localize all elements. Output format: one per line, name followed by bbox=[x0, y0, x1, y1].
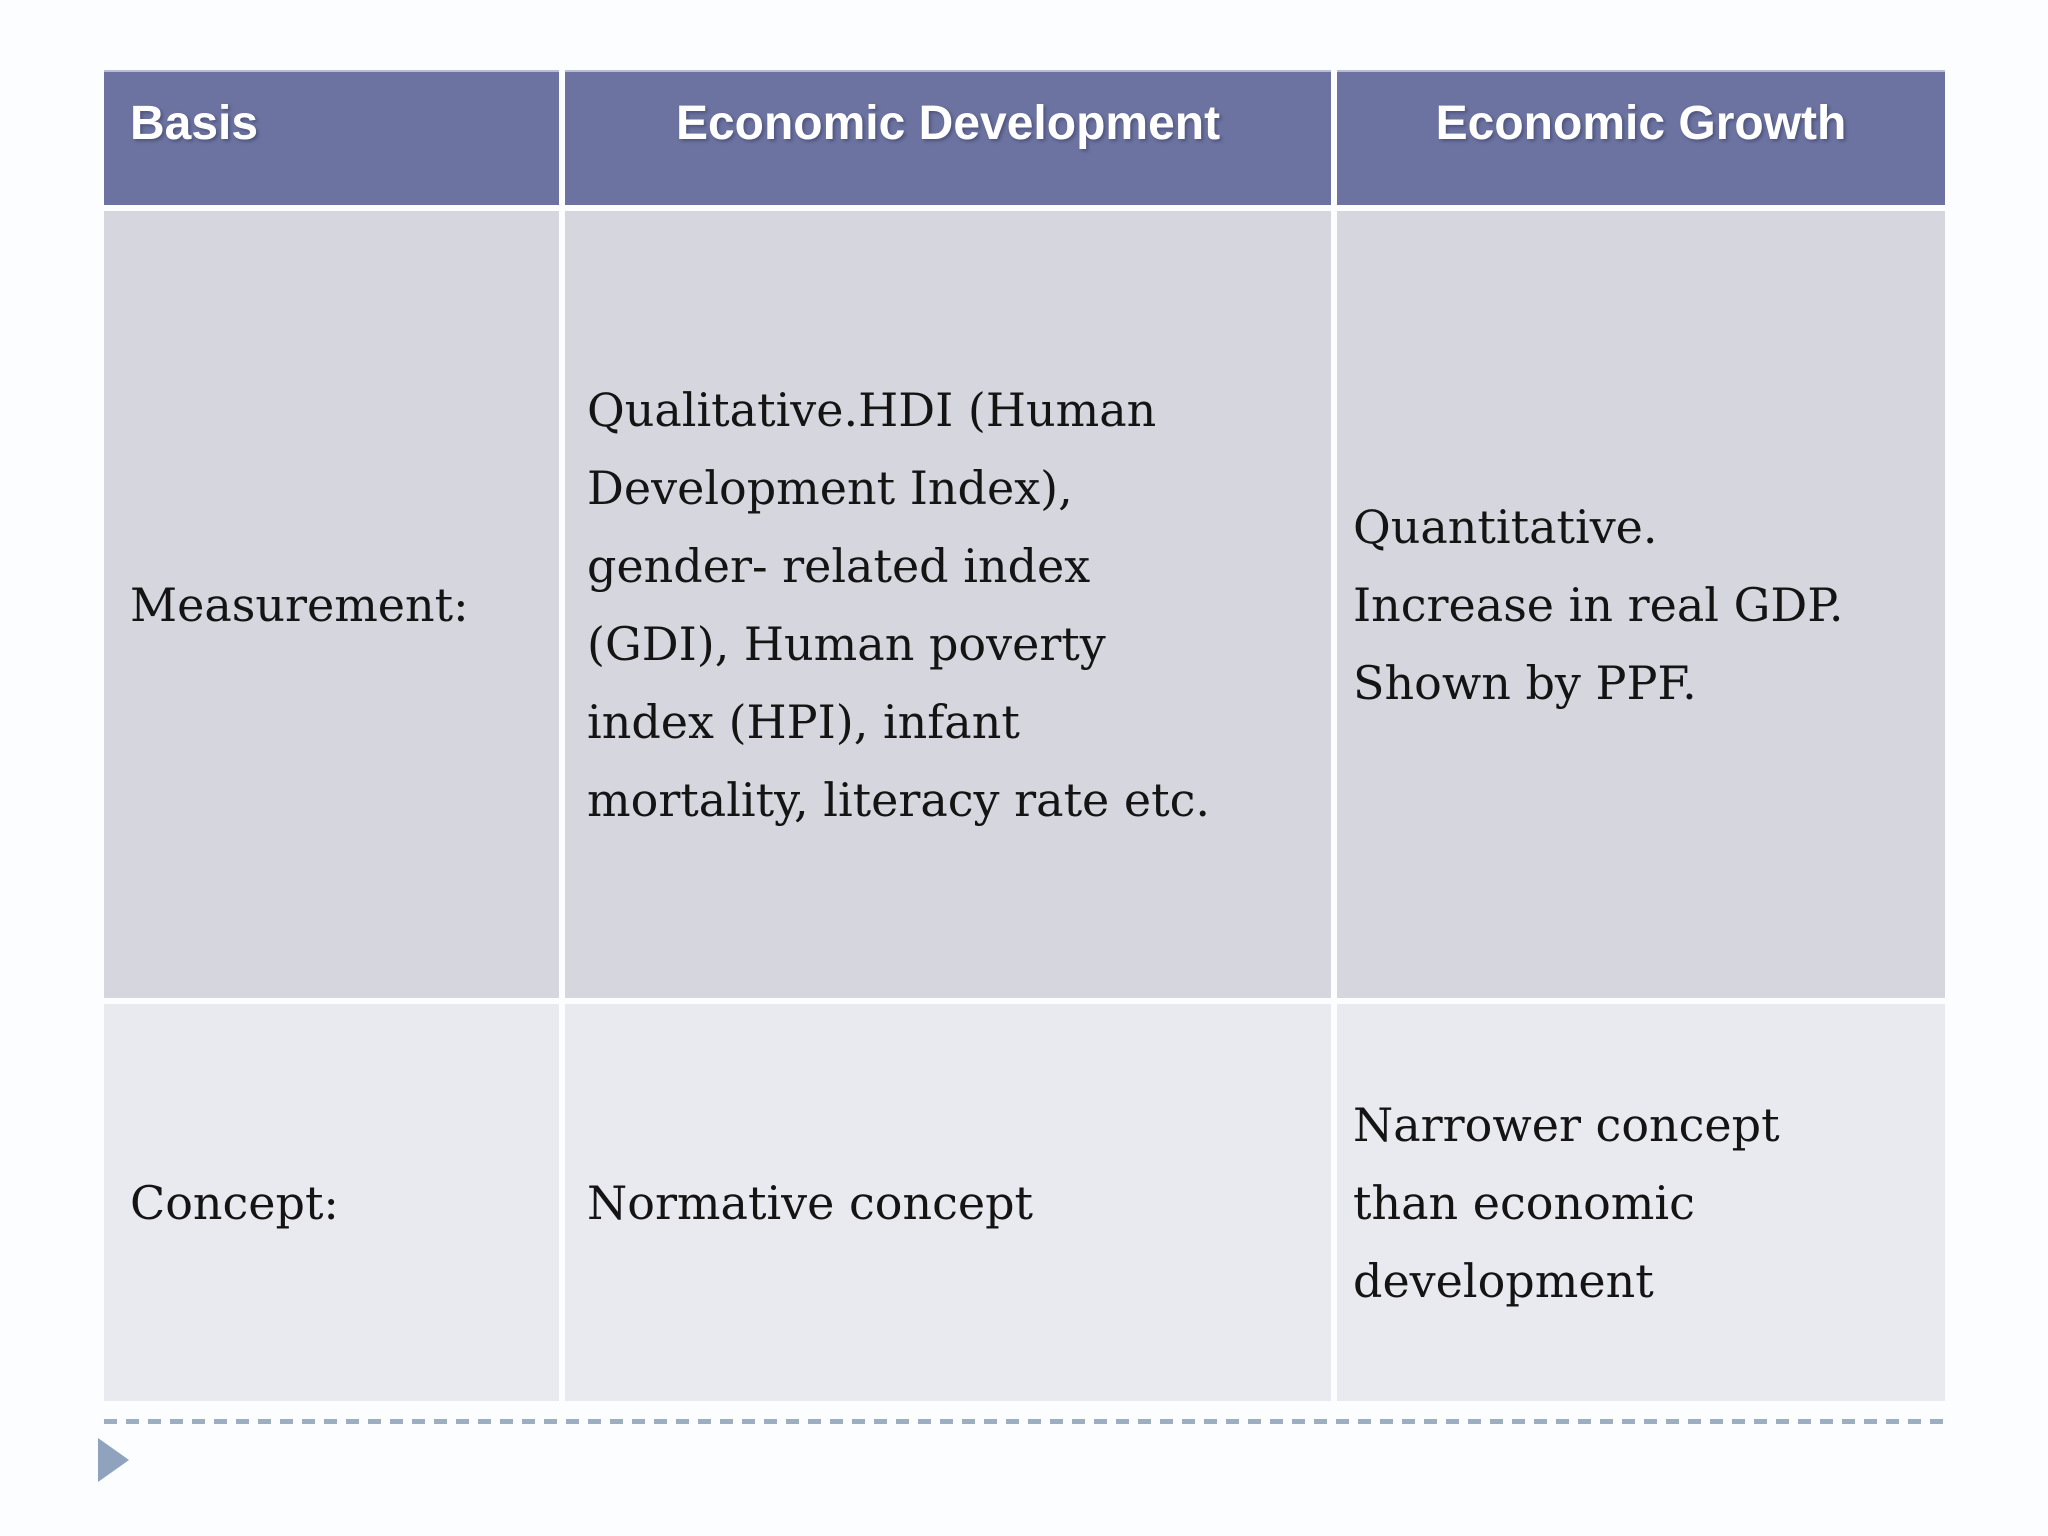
concept-basis-label: Concept: bbox=[130, 1175, 339, 1230]
table-row-concept-development: Normative concept bbox=[565, 1004, 1331, 1401]
header-economic-development-label: Economic Development bbox=[675, 97, 1221, 150]
header-economic-growth: Economic Growth bbox=[1337, 70, 1945, 205]
measurement-basis-label: Measurement: bbox=[130, 577, 469, 632]
table-row-measurement-development: Qualitative.HDI (Human Development Index… bbox=[565, 211, 1331, 998]
header-basis: Basis bbox=[104, 70, 559, 205]
measurement-development-text: Qualitative.HDI (Human Development Index… bbox=[587, 382, 1210, 827]
concept-development-text: Normative concept bbox=[587, 1175, 1034, 1230]
concept-growth-text: Narrower concept than economic developme… bbox=[1353, 1097, 1780, 1308]
dashed-divider bbox=[104, 1419, 1945, 1424]
table-row-measurement-growth: Quantitative. Increase in real GDP. Show… bbox=[1337, 211, 1945, 998]
comparison-table: Basis Economic Development Economic Grow… bbox=[104, 70, 1945, 1401]
play-triangle-icon bbox=[98, 1438, 129, 1482]
table-row-measurement-basis: Measurement: bbox=[104, 211, 559, 998]
header-basis-label: Basis bbox=[130, 97, 259, 150]
header-economic-growth-label: Economic Growth bbox=[1435, 97, 1847, 150]
table-row-concept-basis: Concept: bbox=[104, 1004, 559, 1401]
measurement-growth-text: Quantitative. Increase in real GDP. Show… bbox=[1353, 499, 1844, 710]
table-row-concept-growth: Narrower concept than economic developme… bbox=[1337, 1004, 1945, 1401]
header-economic-development: Economic Development bbox=[565, 70, 1331, 205]
